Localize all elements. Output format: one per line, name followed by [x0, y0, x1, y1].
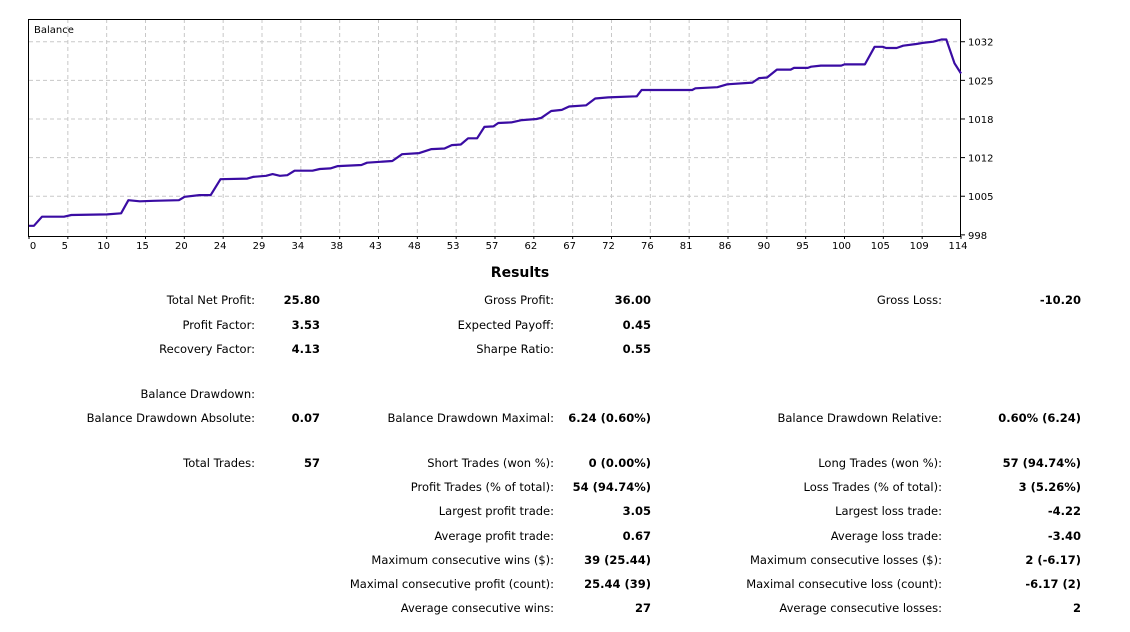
- x-tick-label: 43: [369, 241, 382, 252]
- total-trades-value: 57: [303, 456, 320, 470]
- average-profit-value: 0.67: [622, 529, 651, 543]
- average-profit-label: Average profit trade:: [434, 529, 554, 543]
- balance-drawdown-label: Balance Drawdown:: [140, 387, 255, 401]
- long-trades-label: Long Trades (won %):: [818, 456, 942, 470]
- gross-profit-value: 36.00: [614, 293, 651, 307]
- average-loss-label: Average loss trade:: [830, 529, 942, 543]
- short-trades-label: Short Trades (won %):: [427, 456, 554, 470]
- x-tick-label: 53: [447, 241, 460, 252]
- profit-factor-value: 3.53: [291, 318, 320, 332]
- x-tick-label: 72: [602, 241, 615, 252]
- balance-chart: Balance 998 1005 1012 1018 1025 1032 0 5 10 15 20…: [28, 19, 993, 252]
- avg-consec-losses-label: Average consecutive losses:: [779, 601, 942, 615]
- profit-trades-value: 54 (94.74%): [572, 480, 651, 494]
- y-tick-label: 1032: [968, 38, 993, 49]
- x-tick-label: 10: [97, 241, 110, 252]
- results-heading: Results: [490, 265, 550, 281]
- x-tick-label: 95: [796, 241, 809, 252]
- x-tick-label: 100: [832, 241, 851, 252]
- gross-profit-label: Gross Profit:: [484, 293, 554, 307]
- y-tick-label: 1018: [968, 115, 993, 126]
- x-tick-label: 20: [175, 241, 188, 252]
- x-tick-label: 81: [680, 241, 693, 252]
- maximal-consec-profit-value: 25.44 (39): [584, 577, 651, 591]
- x-axis: 0 5 10 15 20 24 29 34 38 43 48 53 57 62 67 72 76 81 86 90 95…: [28, 236, 968, 252]
- x-tick-label: 62: [524, 241, 537, 252]
- max-consec-losses-label: Maximum consecutive losses ($):: [750, 553, 942, 567]
- x-tick-label: 57: [486, 241, 499, 252]
- x-tick-label: 109: [910, 241, 929, 252]
- avg-consec-losses-value: 2: [1072, 601, 1081, 615]
- largest-profit-value: 3.05: [622, 504, 651, 518]
- y-tick-label: 1025: [968, 76, 993, 87]
- max-consec-losses-value: 2 (-6.17): [1025, 553, 1081, 567]
- maximal-consec-profit-label: Maximal consecutive profit (count):: [349, 577, 554, 591]
- bd-relative-value: 0.60% (6.24): [998, 411, 1081, 425]
- total-trades-label: Total Trades:: [183, 456, 255, 470]
- expected-payoff-value: 0.45: [622, 318, 651, 332]
- x-tick-label: 105: [871, 241, 890, 252]
- y-tick-label: 1012: [968, 154, 993, 165]
- recovery-factor-label: Recovery Factor:: [159, 342, 255, 356]
- x-tick-label: 15: [136, 241, 149, 252]
- long-trades-value: 57 (94.74%): [1002, 456, 1081, 470]
- x-tick-label: 34: [291, 241, 304, 252]
- recovery-factor-value: 4.13: [291, 342, 320, 356]
- x-tick-label: 86: [719, 241, 732, 252]
- gross-loss-label: Gross Loss:: [876, 293, 942, 307]
- bd-maximal-label: Balance Drawdown Maximal:: [387, 411, 554, 425]
- x-tick-label: 0: [30, 241, 36, 252]
- bd-relative-label: Balance Drawdown Relative:: [777, 411, 943, 425]
- maximal-consec-loss-value: -6.17 (2): [1025, 577, 1081, 591]
- sharpe-ratio-value: 0.55: [622, 342, 651, 356]
- max-consec-wins-value: 39 (25.44): [584, 553, 651, 567]
- largest-loss-value: -4.22: [1047, 504, 1081, 518]
- loss-trades-label: Loss Trades (% of total):: [803, 480, 942, 494]
- y-tick-label: 998: [968, 231, 987, 242]
- maximal-consec-loss-label: Maximal consecutive loss (count):: [746, 577, 942, 591]
- avg-consec-wins-label: Average consecutive wins:: [400, 601, 554, 615]
- x-tick-label: 67: [563, 241, 576, 252]
- y-axis: 998 1005 1012 1018 1025 1032: [961, 38, 993, 242]
- bd-maximal-value: 6.24 (0.60%): [568, 411, 651, 425]
- short-trades-value: 0 (0.00%): [588, 456, 651, 470]
- sharpe-ratio-label: Sharpe Ratio:: [476, 342, 554, 356]
- x-tick-label: 24: [214, 241, 227, 252]
- profit-trades-label: Profit Trades (% of total):: [410, 480, 554, 494]
- max-consec-wins-label: Maximum consecutive wins ($):: [371, 553, 554, 567]
- profit-factor-label: Profit Factor:: [182, 318, 255, 332]
- balance-series-line: [29, 38, 962, 227]
- expected-payoff-label: Expected Payoff:: [457, 318, 554, 332]
- loss-trades-value: 3 (5.26%): [1018, 480, 1081, 494]
- chart-title: Balance: [34, 25, 74, 36]
- largest-profit-label: Largest profit trade:: [438, 504, 554, 518]
- x-tick-label: 76: [641, 241, 654, 252]
- x-tick-label: 29: [253, 241, 266, 252]
- x-tick-label: 48: [408, 241, 421, 252]
- total-net-profit-value: 25.80: [283, 293, 320, 307]
- x-tick-label: 90: [757, 241, 770, 252]
- largest-loss-label: Largest loss trade:: [835, 504, 942, 518]
- x-tick-label: 114: [948, 241, 967, 252]
- y-tick-label: 1005: [968, 192, 993, 203]
- bd-absolute-label: Balance Drawdown Absolute:: [86, 411, 255, 425]
- x-tick-label: 38: [330, 241, 343, 252]
- total-net-profit-label: Total Net Profit:: [166, 293, 255, 307]
- gross-loss-value: -10.20: [1039, 293, 1081, 307]
- bd-absolute-value: 0.07: [291, 411, 320, 425]
- average-loss-value: -3.40: [1047, 529, 1081, 543]
- chart-grid: [29, 19, 961, 236]
- avg-consec-wins-value: 27: [634, 601, 651, 615]
- x-tick-label: 5: [62, 241, 68, 252]
